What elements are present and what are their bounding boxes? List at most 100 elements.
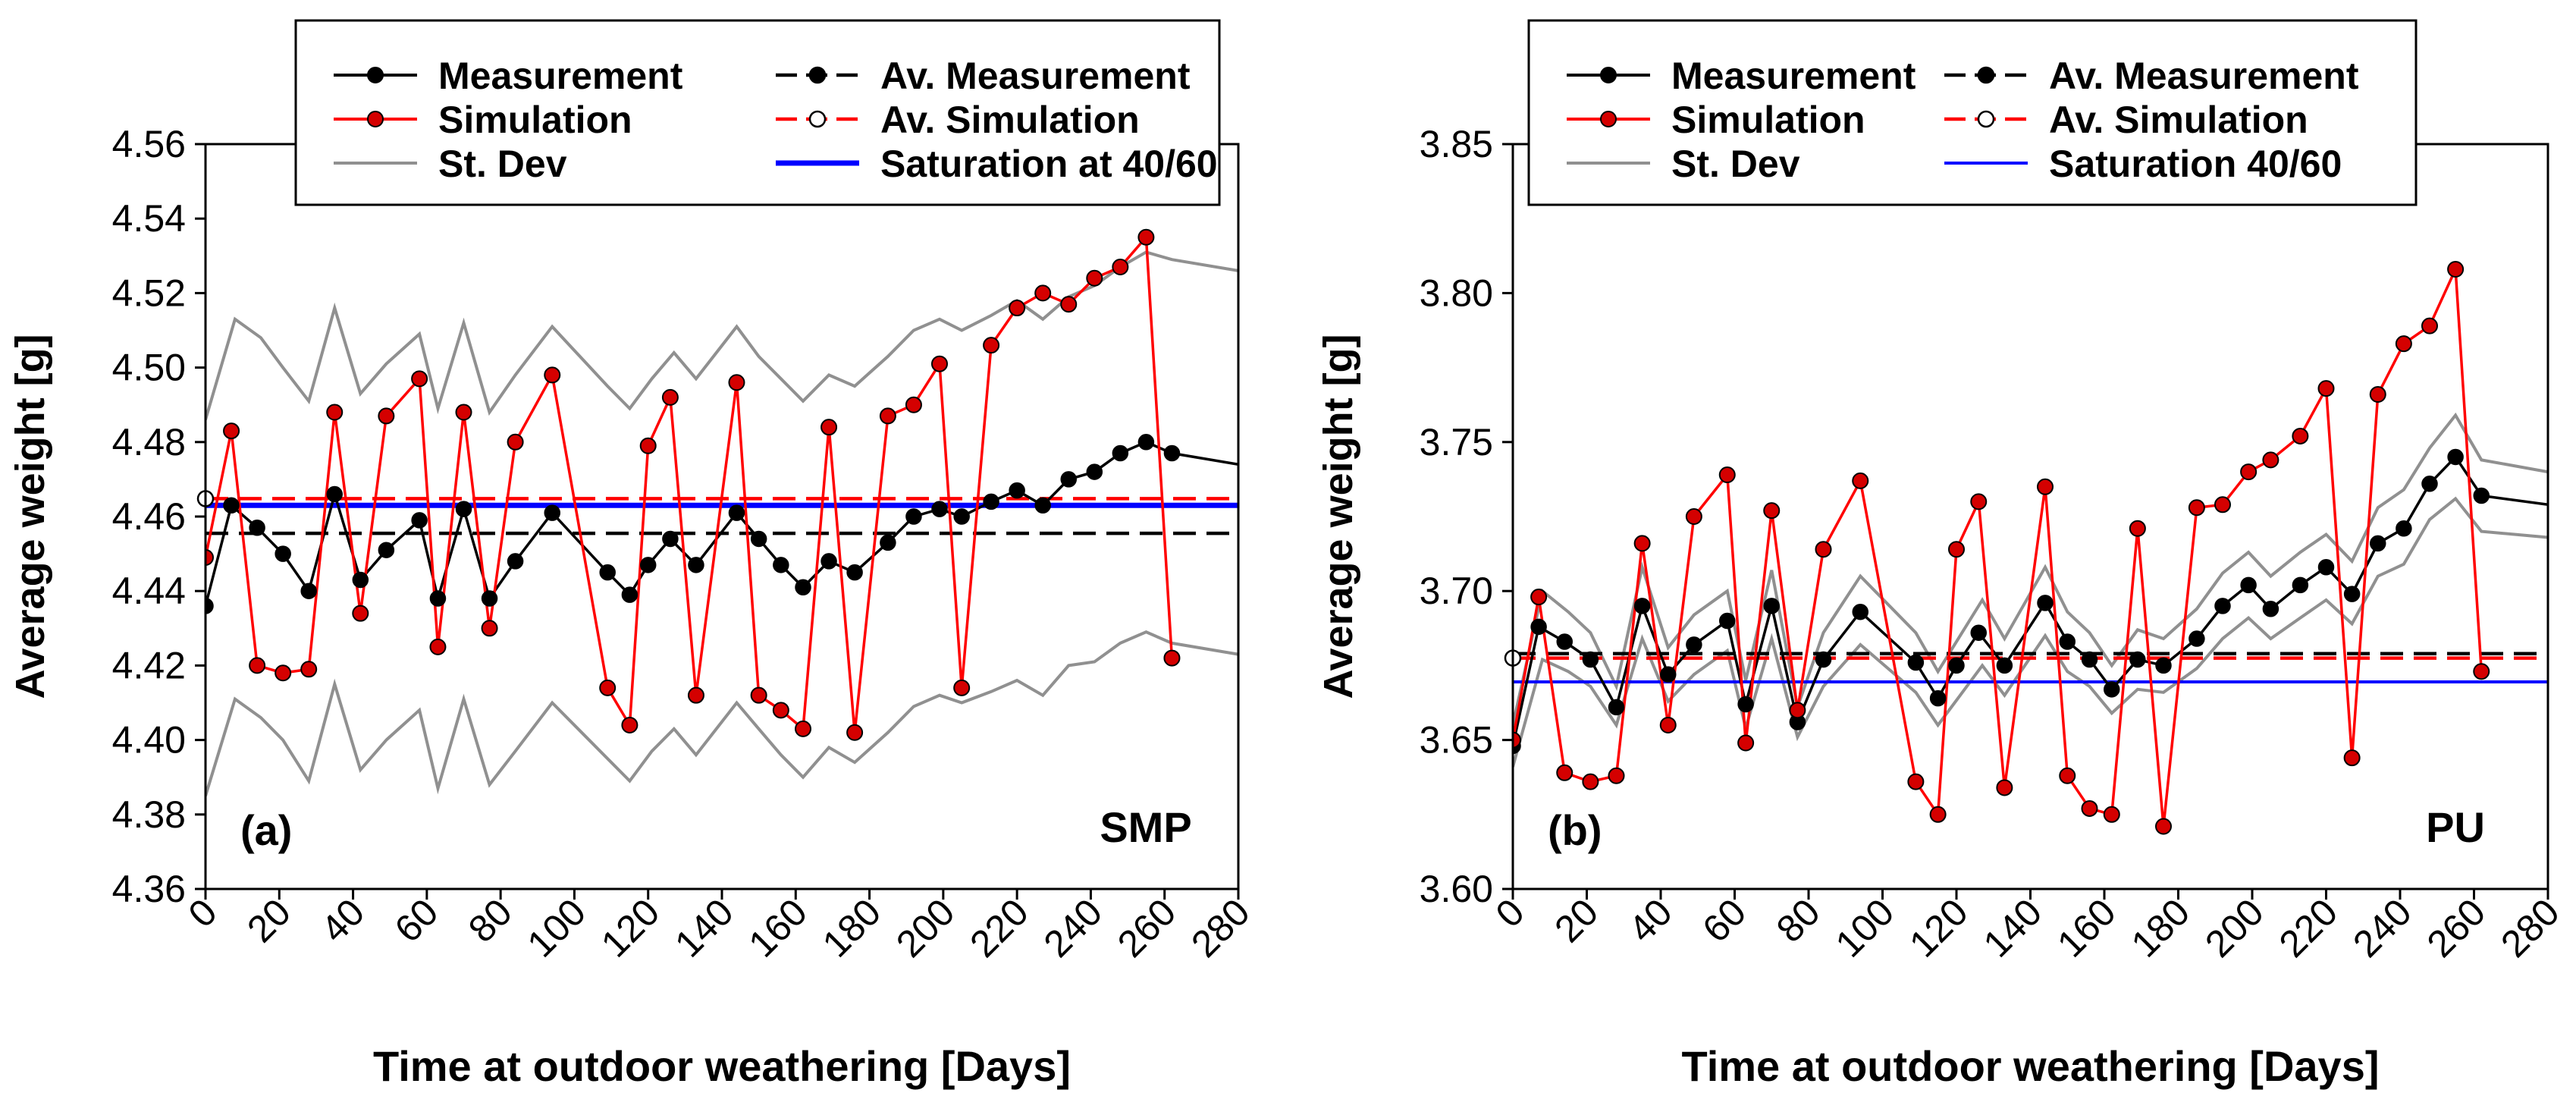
measurement-point (1970, 624, 1987, 641)
x-tick-label: 140 (667, 890, 742, 966)
x-tick-label: 240 (2345, 890, 2420, 966)
measurement-point (1815, 651, 1832, 668)
measurement-point (1530, 618, 1547, 636)
panel-label: (b) (1548, 806, 1602, 854)
measurement-point (953, 508, 970, 525)
measurement-point (820, 553, 837, 570)
simulation-point (2369, 385, 2386, 403)
measurement-point (2081, 651, 2098, 668)
simulation-point (1086, 269, 1103, 287)
measurement-point (1996, 657, 2013, 674)
simulation-point (1970, 493, 1988, 510)
legend-label-simulation: Simulation (438, 99, 632, 141)
y-tick-label: 4.48 (112, 421, 186, 463)
x-tick-label: 0 (1488, 890, 1533, 935)
x-tick-label: 60 (1694, 890, 1754, 950)
simulation-point (223, 422, 240, 440)
simulation-point (846, 724, 864, 741)
simulation-point (1907, 773, 1925, 790)
measurement-point (275, 545, 291, 562)
simulation-point (1556, 764, 1574, 781)
x-tick-label: 220 (2271, 890, 2346, 966)
simulation-point (206, 549, 214, 567)
x-tick-label: 240 (1036, 890, 1111, 966)
measurement-point (1163, 444, 1181, 462)
measurement-point (2292, 576, 2309, 594)
measurement-point (795, 579, 811, 596)
y-tick-label: 4.36 (112, 868, 186, 910)
measurement-point (1112, 444, 1129, 462)
simulation-point (2059, 767, 2076, 784)
measurement-point (1009, 482, 1025, 499)
simulation-point (1633, 535, 1651, 552)
legend-symbol-measurement (334, 67, 417, 83)
simulation-point (1608, 767, 1625, 784)
simulation-point (1009, 300, 1026, 317)
legend-symbol-measurement (1567, 67, 1650, 83)
x-tick-label: 160 (2049, 890, 2124, 966)
legend-symbol-av-simulation (1944, 110, 2028, 128)
axes-frame (204, 143, 1240, 890)
measurement-point (2370, 535, 2386, 552)
y-tick-label: 3.85 (1420, 123, 1493, 165)
y-tick-label: 4.50 (112, 347, 186, 389)
measurement-point (2214, 598, 2231, 614)
chart-panel-a: 4.36 4.38 4.40 4.42 4.44 4.46 4.48 4.50 4.52 4.54… (8, 19, 1258, 1090)
y-tick-label: 4.56 (112, 123, 186, 165)
chart-panel-b: 3.603.653.703.753.803.850 20 40 60 801001201… (1316, 19, 2568, 1090)
legend-label-av-simulation: Av. Simulation (880, 99, 1140, 141)
y-tick-label: 4.46 (112, 495, 186, 538)
y-tick-label: 3.80 (1420, 272, 1493, 314)
measurement-point (1137, 434, 1155, 451)
legend-label-st-dev: St. Dev (438, 143, 567, 185)
x-tick-label: 200 (2197, 890, 2272, 966)
simulation-point (455, 404, 472, 421)
measurement-point (300, 583, 317, 599)
simulation-point (2343, 749, 2361, 767)
simulation-point (2262, 451, 2279, 469)
x-tick-label: 180 (814, 890, 890, 966)
measurement-point (507, 553, 524, 570)
measurement-point (1086, 463, 1103, 480)
measurement-point (905, 508, 922, 525)
simulation-point (983, 337, 1000, 354)
measurement-point (846, 564, 863, 581)
legend-symbol-av-simulation (776, 110, 859, 128)
simulation-point (1582, 773, 1599, 790)
x-tick-label: 120 (593, 890, 668, 966)
measurement-point (544, 504, 560, 521)
x-tick-label: 0 (180, 890, 225, 935)
measurement-point (1907, 654, 1925, 671)
y-axis-title: Average weight [g] (1316, 334, 1361, 699)
simulation-point (249, 657, 266, 674)
x-tick-label: 260 (1109, 890, 1184, 966)
measurement-point (2129, 651, 2146, 668)
simulation-point (1112, 259, 1129, 276)
simulation-point (661, 388, 679, 406)
simulation-point (879, 407, 896, 425)
measurement-point (621, 586, 639, 603)
panel-label: (a) (240, 806, 292, 854)
simulation-point (728, 374, 745, 391)
measurement-point (983, 493, 999, 510)
x-tick-label: 40 (1621, 890, 1680, 950)
measurement-point (931, 501, 948, 517)
measurement-point (2037, 595, 2054, 611)
legend-label-st-dev: St. Dev (1671, 143, 1800, 185)
simulation-point (795, 720, 812, 737)
measurement-point (2317, 559, 2335, 576)
simulation-point (599, 679, 617, 696)
legend-label-av-simulation: Av. Simulation (2049, 99, 2308, 141)
measurement-point (1060, 471, 1077, 488)
legend-label-av-measurement: Av. Measurement (2049, 55, 2359, 97)
measurement-point (411, 512, 428, 529)
measurement-point (750, 530, 767, 548)
simulation-point (326, 404, 344, 421)
simulation-point (2103, 806, 2120, 823)
x-tick-label: 100 (519, 890, 595, 966)
measurement-point (1034, 497, 1051, 514)
simulation-point (2421, 317, 2438, 334)
simulation-point (2081, 799, 2098, 817)
y-tick-label: 3.65 (1420, 719, 1493, 762)
